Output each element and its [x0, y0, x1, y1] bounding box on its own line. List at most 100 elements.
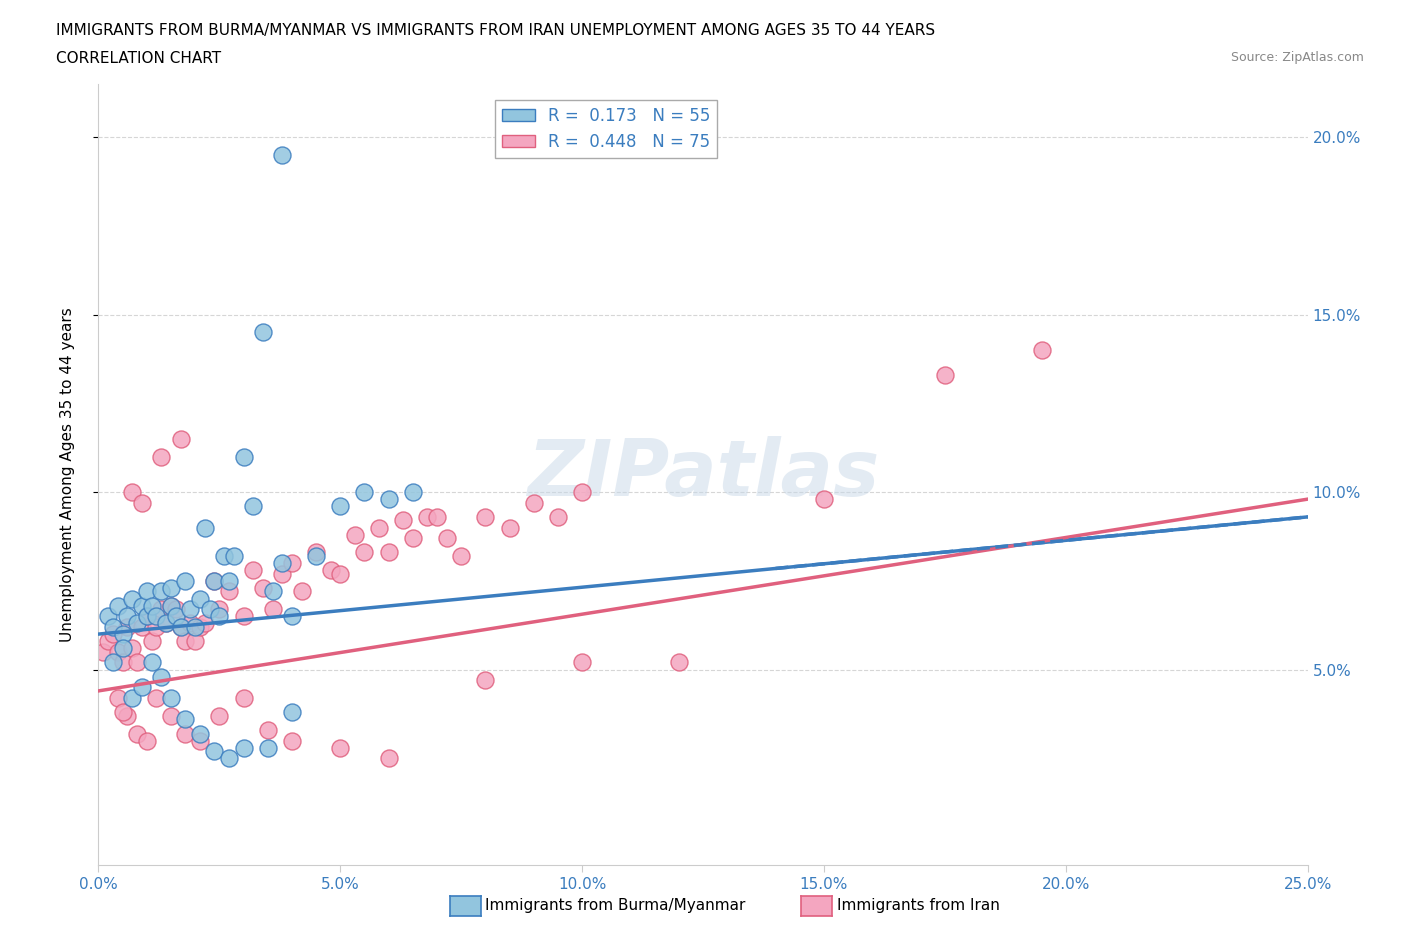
Point: [1031, 342, 1053, 357]
Point: [111, 705, 134, 720]
Point: [329, 740, 352, 755]
Point: [426, 510, 449, 525]
Point: [218, 574, 240, 589]
Point: [204, 574, 226, 589]
Point: [141, 598, 163, 613]
Point: [262, 584, 284, 599]
Point: [256, 723, 278, 737]
Point: [101, 619, 124, 634]
Point: [165, 602, 187, 617]
Point: [117, 609, 139, 624]
Point: [131, 598, 153, 613]
Point: [232, 691, 254, 706]
Point: [436, 531, 458, 546]
Y-axis label: Unemployment Among Ages 35 to 44 years: Unemployment Among Ages 35 to 44 years: [60, 307, 75, 642]
Point: [121, 485, 143, 499]
Text: CORRELATION CHART: CORRELATION CHART: [56, 51, 221, 66]
Point: [127, 616, 149, 631]
Point: [329, 566, 352, 581]
Point: [97, 633, 120, 648]
Point: [179, 616, 201, 631]
Point: [329, 498, 352, 513]
Point: [121, 691, 143, 706]
Point: [150, 449, 173, 464]
Point: [121, 641, 143, 656]
Point: [184, 633, 207, 648]
Point: [131, 680, 153, 695]
Point: [290, 584, 312, 599]
Point: [353, 545, 375, 560]
Point: [343, 527, 366, 542]
Point: [208, 602, 231, 617]
Point: [208, 709, 231, 724]
Text: Immigrants from Burma/Myanmar: Immigrants from Burma/Myanmar: [485, 898, 745, 913]
Point: [474, 672, 496, 687]
Point: [101, 655, 124, 670]
Point: [252, 325, 274, 339]
Point: [232, 740, 254, 755]
Point: [242, 498, 264, 513]
Point: [474, 510, 496, 525]
Point: [377, 751, 399, 765]
Point: [232, 609, 254, 624]
Point: [188, 591, 211, 606]
Legend: R =  0.173   N = 55, R =  0.448   N = 75: R = 0.173 N = 55, R = 0.448 N = 75: [495, 100, 717, 157]
Point: [305, 549, 328, 564]
Point: [169, 432, 191, 446]
Point: [135, 609, 157, 624]
Point: [174, 574, 197, 589]
Point: [242, 563, 264, 578]
Point: [281, 609, 304, 624]
Text: IMMIGRANTS FROM BURMA/MYANMAR VS IMMIGRANTS FROM IRAN UNEMPLOYMENT AMONG AGES 35: IMMIGRANTS FROM BURMA/MYANMAR VS IMMIGRA…: [56, 23, 935, 38]
Point: [150, 602, 173, 617]
Point: [353, 485, 375, 499]
Point: [135, 584, 157, 599]
Point: [281, 555, 304, 570]
Point: [402, 531, 425, 546]
Point: [523, 496, 546, 511]
Point: [117, 709, 139, 724]
Point: [184, 619, 207, 634]
Text: Source: ZipAtlas.com: Source: ZipAtlas.com: [1230, 51, 1364, 64]
Point: [222, 549, 245, 564]
Point: [117, 619, 139, 634]
Point: [319, 563, 342, 578]
Point: [107, 644, 129, 659]
Point: [145, 691, 167, 706]
Point: [498, 520, 520, 535]
Point: [262, 602, 284, 617]
Point: [111, 641, 134, 656]
Point: [160, 709, 183, 724]
Point: [160, 580, 183, 595]
Point: [150, 670, 173, 684]
Point: [212, 549, 235, 564]
Point: [127, 655, 149, 670]
Point: [204, 574, 226, 589]
Point: [145, 619, 167, 634]
Point: [194, 616, 217, 631]
Point: [155, 616, 177, 631]
Point: [188, 726, 211, 741]
Point: [169, 619, 191, 634]
Point: [368, 520, 391, 535]
Point: [131, 496, 153, 511]
Point: [204, 744, 226, 759]
Point: [107, 598, 129, 613]
Point: [271, 555, 294, 570]
Point: [813, 492, 835, 507]
Point: [174, 711, 197, 726]
Point: [188, 619, 211, 634]
Point: [91, 644, 114, 659]
Point: [281, 705, 304, 720]
Point: [150, 584, 173, 599]
Point: [218, 751, 240, 765]
Point: [160, 691, 183, 706]
Point: [174, 633, 197, 648]
Point: [194, 520, 217, 535]
Point: [121, 591, 143, 606]
Point: [450, 549, 472, 564]
Point: [218, 584, 240, 599]
Point: [668, 655, 690, 670]
Point: [155, 616, 177, 631]
Point: [377, 492, 399, 507]
